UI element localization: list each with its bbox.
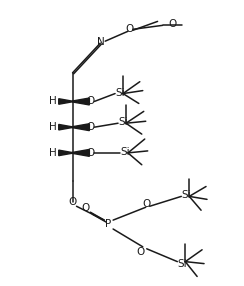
Text: Si: Si — [177, 259, 187, 269]
Text: Si: Si — [115, 88, 125, 98]
Polygon shape — [72, 124, 89, 131]
Text: P: P — [105, 219, 111, 229]
Text: O: O — [142, 199, 151, 209]
Polygon shape — [72, 149, 89, 156]
Text: O: O — [86, 122, 94, 132]
Text: N: N — [97, 37, 105, 47]
Text: H: H — [49, 148, 57, 158]
Text: Si: Si — [118, 117, 128, 127]
Text: O: O — [86, 148, 94, 158]
Text: O: O — [69, 197, 77, 207]
Polygon shape — [59, 99, 72, 104]
Text: H: H — [49, 96, 57, 106]
Text: Si: Si — [182, 190, 191, 200]
Text: O: O — [86, 96, 94, 106]
Text: O: O — [126, 24, 134, 34]
Text: O: O — [168, 19, 177, 29]
Polygon shape — [59, 124, 72, 130]
Text: O: O — [137, 247, 145, 257]
Polygon shape — [59, 150, 72, 156]
Text: O: O — [81, 203, 90, 213]
Polygon shape — [72, 98, 89, 105]
Text: Si: Si — [120, 147, 130, 157]
Text: H: H — [49, 122, 57, 132]
